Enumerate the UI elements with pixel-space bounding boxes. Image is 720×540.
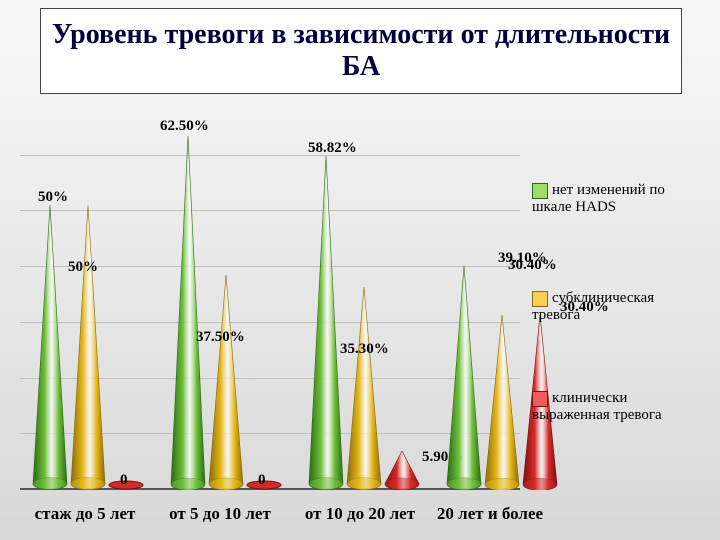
legend-item: субклиническая тревога — [532, 290, 702, 325]
value-label: 37.50% — [196, 329, 245, 346]
chart-area: 50% 50% 0 62.50% 37.50% 0 58.82% 35.30% — [20, 100, 700, 530]
legend-label: нет изменений по шкале HADS — [532, 182, 665, 215]
legend-swatch — [532, 183, 548, 199]
legend-item: нет изменений по шкале HADS — [532, 182, 702, 217]
value-label: 0 — [258, 472, 266, 489]
cone-bar — [308, 156, 344, 490]
cone-bar — [446, 266, 482, 490]
cone-bar — [208, 275, 244, 490]
x-category-label: от 5 до 10 лет — [145, 504, 295, 524]
value-label: 30.40% — [508, 257, 557, 274]
value-label: 58.82% — [308, 140, 357, 157]
value-label: 50% — [38, 189, 68, 206]
chart-title: Уровень тревоги в зависимости от длитель… — [40, 8, 682, 94]
cone-bar — [170, 136, 206, 490]
value-label: 50% — [68, 259, 98, 276]
x-category-label: стаж до 5 лет — [10, 504, 160, 524]
x-category-label: 20 лет и более — [415, 504, 565, 524]
value-label: 62.50% — [160, 118, 209, 135]
gridline — [20, 155, 520, 156]
cone-bar — [32, 205, 68, 490]
value-label: 35.30% — [340, 341, 389, 358]
legend-swatch — [532, 291, 548, 307]
plot-area: 50% 50% 0 62.50% 37.50% 0 58.82% 35.30% — [20, 100, 520, 490]
legend-swatch — [532, 391, 548, 407]
cone-bar — [384, 451, 420, 490]
value-label: 0 — [120, 472, 128, 489]
cone-bar — [346, 287, 382, 490]
cone-bar — [70, 205, 106, 490]
legend-item: клинически выраженная тревога — [532, 390, 702, 425]
legend-label: клинически выраженная тревога — [532, 390, 662, 423]
cone-bar — [484, 315, 520, 490]
legend-label: субклиническая тревога — [532, 290, 654, 323]
x-category-label: от 10 до 20 лет — [285, 504, 435, 524]
